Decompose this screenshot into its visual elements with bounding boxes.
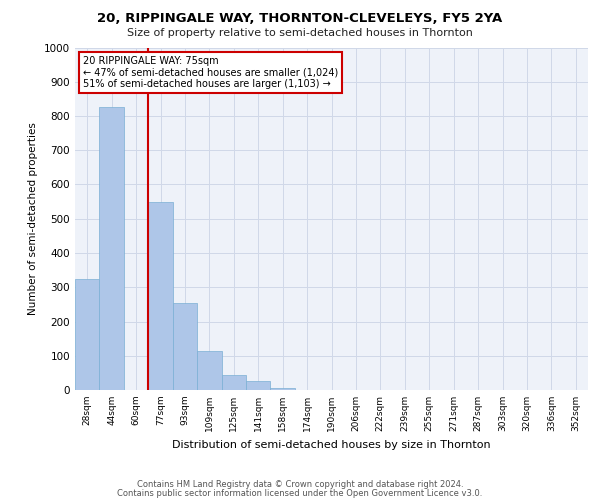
Bar	[246, 382, 271, 390]
Y-axis label: Number of semi-detached properties: Number of semi-detached properties	[28, 122, 38, 315]
Bar	[173, 302, 197, 390]
Text: 20, RIPPINGALE WAY, THORNTON-CLEVELEYS, FY5 2YA: 20, RIPPINGALE WAY, THORNTON-CLEVELEYS, …	[97, 12, 503, 26]
Bar	[197, 350, 221, 390]
Text: Size of property relative to semi-detached houses in Thornton: Size of property relative to semi-detach…	[127, 28, 473, 38]
Bar	[221, 374, 246, 390]
Bar	[271, 388, 295, 390]
Text: 20 RIPPINGALE WAY: 75sqm
← 47% of semi-detached houses are smaller (1,024)
51% o: 20 RIPPINGALE WAY: 75sqm ← 47% of semi-d…	[83, 56, 338, 90]
Bar	[148, 202, 173, 390]
X-axis label: Distribution of semi-detached houses by size in Thornton: Distribution of semi-detached houses by …	[172, 440, 491, 450]
Bar	[75, 278, 100, 390]
Bar	[100, 108, 124, 390]
Text: Contains public sector information licensed under the Open Government Licence v3: Contains public sector information licen…	[118, 488, 482, 498]
Text: Contains HM Land Registry data © Crown copyright and database right 2024.: Contains HM Land Registry data © Crown c…	[137, 480, 463, 489]
